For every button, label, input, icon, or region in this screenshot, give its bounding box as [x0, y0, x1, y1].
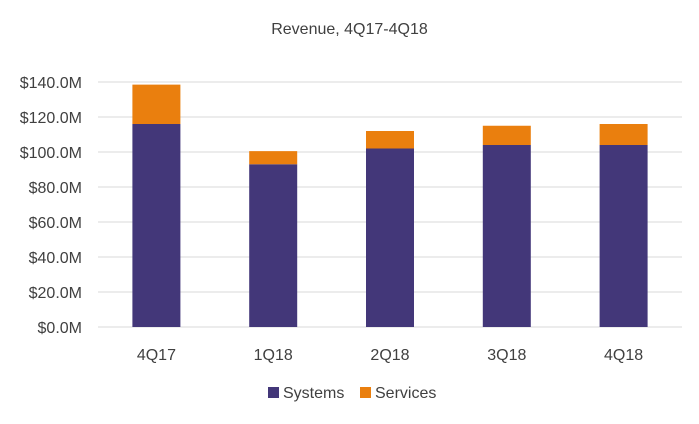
y-tick-label: $20.0M — [29, 285, 82, 302]
y-tick-label: $60.0M — [29, 215, 82, 232]
bar-services-3q18 — [482, 125, 531, 145]
chart-title: Revenue, 4Q17-4Q18 — [271, 21, 428, 38]
x-tick-label: 1Q18 — [254, 347, 293, 364]
x-tick-label: 3Q18 — [487, 347, 526, 364]
x-tick-label: 4Q17 — [137, 347, 176, 364]
bars — [132, 84, 648, 327]
y-tick-label: $100.0M — [20, 145, 82, 162]
y-axis-ticks: $0.0M $20.0M $40.0M $60.0M $80.0M $100.0M $120… — [20, 75, 82, 337]
y-tick-label: $140.0M — [20, 75, 82, 92]
bar-systems-3q18 — [482, 145, 531, 327]
y-tick-label: $80.0M — [29, 180, 82, 197]
bar-systems-2q18 — [366, 148, 414, 327]
legend-label-services: Services — [375, 385, 436, 402]
bar-systems-4q18 — [599, 145, 648, 327]
bar-services-1q18 — [249, 151, 298, 165]
bar-services-4q17 — [132, 84, 181, 124]
bar-services-2q18 — [366, 131, 414, 149]
y-tick-label: $0.0M — [38, 320, 82, 337]
bar-systems-1q18 — [249, 164, 298, 327]
x-tick-label: 2Q18 — [370, 347, 409, 364]
legend: Systems Services — [268, 385, 436, 402]
legend-swatch-systems — [268, 387, 279, 398]
legend-swatch-services — [360, 387, 371, 398]
x-axis-ticks: 4Q17 1Q18 2Q18 3Q18 4Q18 — [137, 347, 643, 364]
legend-label-systems: Systems — [283, 385, 344, 402]
bar-systems-4q17 — [132, 124, 181, 327]
bar-services-4q18 — [599, 124, 648, 145]
y-tick-label: $120.0M — [20, 110, 82, 127]
y-tick-label: $40.0M — [29, 250, 82, 267]
x-tick-label: 4Q18 — [604, 347, 643, 364]
